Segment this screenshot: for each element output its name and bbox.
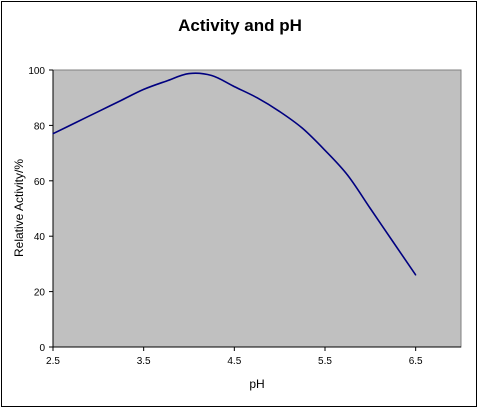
plot-area bbox=[52, 69, 462, 348]
data-point bbox=[301, 127, 303, 129]
data-point bbox=[279, 110, 281, 113]
x-axis bbox=[52, 346, 461, 351]
data-point bbox=[211, 74, 213, 77]
y-tick-label: 100 bbox=[28, 66, 45, 77]
data-point bbox=[347, 174, 349, 176]
x-tick-label: 6.5 bbox=[409, 356, 423, 367]
y-axis bbox=[49, 69, 54, 348]
x-tick-label: 4.5 bbox=[227, 356, 241, 367]
x-tick-label: 5.5 bbox=[318, 356, 332, 367]
data-point bbox=[75, 122, 77, 124]
data-point bbox=[324, 149, 326, 151]
y-axis-label: Relative Activity/% bbox=[12, 159, 26, 257]
y-tick-label: 40 bbox=[34, 232, 46, 243]
y-tick-label: 20 bbox=[34, 288, 46, 299]
data-point bbox=[188, 73, 190, 75]
y-tick-label: 80 bbox=[34, 121, 46, 132]
data-point bbox=[120, 99, 122, 102]
x-tick-label: 3.5 bbox=[137, 356, 151, 367]
y-tick-label: 0 bbox=[39, 343, 45, 354]
data-point bbox=[256, 97, 258, 99]
data-point bbox=[165, 80, 167, 82]
data-point bbox=[392, 241, 394, 243]
x-axis-label: pH bbox=[249, 377, 264, 391]
data-point bbox=[415, 274, 417, 276]
data-point bbox=[233, 86, 235, 88]
data-point bbox=[369, 207, 371, 210]
data-point bbox=[52, 133, 54, 135]
chart-title: Activity and pH bbox=[178, 16, 302, 35]
x-tick-label: 2.5 bbox=[46, 356, 60, 367]
y-tick-label: 60 bbox=[34, 177, 46, 188]
data-point bbox=[97, 110, 99, 113]
data-point bbox=[143, 88, 145, 90]
